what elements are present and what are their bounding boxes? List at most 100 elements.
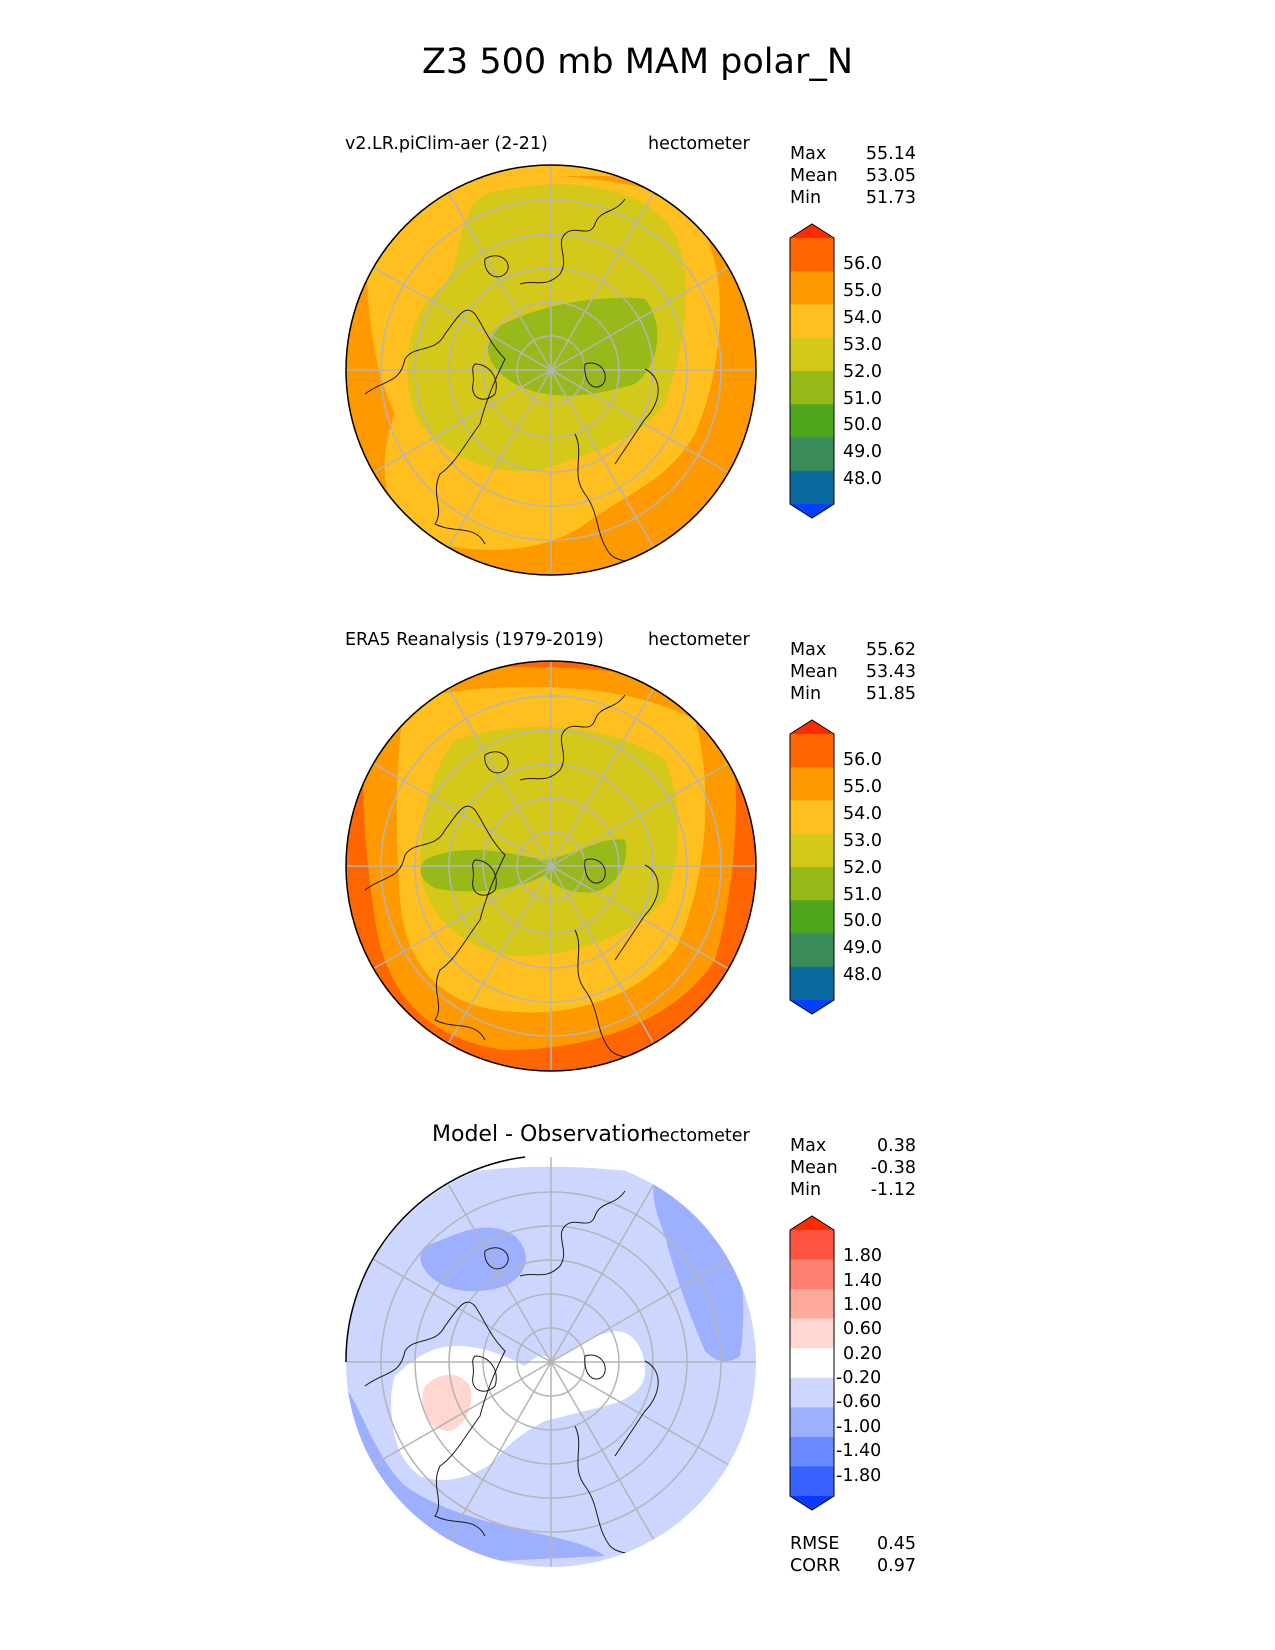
stat-value-min: 51.85 bbox=[865, 684, 916, 704]
panel-ref-units: hectometer bbox=[648, 630, 750, 650]
map-test bbox=[345, 164, 757, 576]
panel-ref-title: ERA5 Reanalysis (1979-2019) bbox=[345, 630, 604, 650]
colorbar-tick-label: -0.20 bbox=[836, 1368, 882, 1388]
panel-diff-units: hectometer bbox=[648, 1126, 750, 1146]
colorbar-tick-label: 54.0 bbox=[843, 804, 882, 824]
stat-value-min: 51.73 bbox=[865, 188, 916, 208]
colorbar-segment bbox=[790, 933, 834, 968]
map-boundary-arc bbox=[345, 1156, 526, 1363]
stat-value-mean: 53.05 bbox=[865, 166, 916, 186]
colorbar-extend-min bbox=[790, 504, 834, 518]
colorbar-tick-label: 0.20 bbox=[843, 1344, 882, 1364]
colorbar-segment bbox=[790, 470, 834, 505]
metric-label-rmse: RMSE bbox=[790, 1534, 840, 1554]
colorbar-tick-label: 53.0 bbox=[843, 335, 882, 355]
colorbar-segment bbox=[790, 371, 834, 405]
colorbar-segment bbox=[790, 867, 834, 901]
metric-label-corr: CORR bbox=[790, 1556, 841, 1576]
colorbar-tick-label: 54.0 bbox=[843, 308, 882, 328]
colorbar-tick-label: -0.60 bbox=[836, 1392, 882, 1412]
colorbar-tick-label: 53.0 bbox=[843, 831, 882, 851]
field-band-neg1.0-neg0.6 bbox=[653, 1176, 744, 1362]
colorbar-segment bbox=[790, 1407, 834, 1438]
figure-title: Z3 500 mb MAM polar_N bbox=[421, 42, 854, 82]
colorbar-tick-label: 1.00 bbox=[843, 1295, 882, 1315]
stat-label-mean: Mean bbox=[790, 1158, 838, 1178]
colorbar-ref bbox=[789, 719, 835, 1015]
colorbar-diff bbox=[789, 1215, 835, 1511]
stat-value-mean: -0.38 bbox=[870, 1158, 916, 1178]
colorbar-segment bbox=[790, 1318, 834, 1349]
colorbar-segment bbox=[790, 800, 834, 835]
colorbar-tick-label: 51.0 bbox=[843, 885, 882, 905]
metric-value-rmse: 0.45 bbox=[877, 1534, 916, 1554]
colorbar-segment bbox=[790, 1289, 834, 1320]
colorbar-outline bbox=[789, 719, 835, 1015]
colorbar-segment bbox=[790, 1348, 834, 1379]
colorbar-test bbox=[789, 223, 835, 519]
stat-label-min: Min bbox=[790, 684, 822, 704]
colorbar-segment bbox=[790, 1230, 834, 1261]
colorbar-segment bbox=[790, 1259, 834, 1290]
colorbar-segment bbox=[790, 1436, 834, 1467]
colorbar-segment bbox=[790, 1377, 834, 1408]
colorbar-tick-label: -1.40 bbox=[836, 1441, 882, 1461]
colorbar-tick-label: -1.80 bbox=[836, 1466, 882, 1486]
stat-label-mean: Mean bbox=[790, 662, 838, 682]
colorbar-tick-label: 50.0 bbox=[843, 911, 882, 931]
colorbar-tick-label: 50.0 bbox=[843, 415, 882, 435]
stat-value-max: 55.14 bbox=[865, 144, 916, 164]
colorbar-tick-label: 52.0 bbox=[843, 362, 882, 382]
colorbar-outline bbox=[789, 223, 835, 519]
colorbar-segment bbox=[790, 966, 834, 1001]
colorbar-segment bbox=[790, 437, 834, 472]
stat-label-max: Max bbox=[790, 640, 827, 660]
stat-value-min: -1.12 bbox=[870, 1180, 916, 1200]
stat-label-min: Min bbox=[790, 188, 822, 208]
colorbar-tick-label: 48.0 bbox=[843, 469, 882, 489]
stat-label-max: Max bbox=[790, 1136, 827, 1156]
colorbar-segment bbox=[790, 404, 834, 438]
map-boundary bbox=[345, 164, 757, 576]
colorbar-tick-label: 52.0 bbox=[843, 858, 882, 878]
panel-diff-title: Model - Observation bbox=[432, 1122, 654, 1147]
colorbar-extend-max bbox=[790, 1216, 834, 1230]
graticule bbox=[346, 1157, 756, 1567]
colorbar-segment bbox=[790, 734, 834, 768]
graticule bbox=[346, 661, 756, 1071]
colorbar-extend-max bbox=[790, 224, 834, 238]
colorbar-segment bbox=[790, 900, 834, 934]
colorbar-tick-label: 1.40 bbox=[843, 1271, 882, 1291]
stat-value-mean: 53.43 bbox=[865, 662, 916, 682]
colorbar-tick-label: -1.00 bbox=[836, 1417, 882, 1437]
map-ref bbox=[345, 660, 757, 1072]
map-diff bbox=[345, 1156, 756, 1567]
panel-test-units: hectometer bbox=[648, 134, 750, 154]
colorbar-extend-max bbox=[790, 720, 834, 734]
map-boundary bbox=[345, 660, 757, 1072]
colorbar-tick-label: 56.0 bbox=[843, 254, 882, 274]
colorbar-segment bbox=[790, 767, 834, 801]
colorbar-segment bbox=[790, 271, 834, 305]
stat-value-max: 0.38 bbox=[877, 1136, 916, 1156]
field-band-neg0.2-0.2 bbox=[390, 1331, 645, 1481]
colorbar-tick-label: 55.0 bbox=[843, 281, 882, 301]
colorbar-extend-min bbox=[790, 1000, 834, 1014]
colorbar-segment bbox=[790, 833, 834, 868]
metric-value-corr: 0.97 bbox=[877, 1556, 916, 1576]
stat-label-mean: Mean bbox=[790, 166, 838, 186]
stat-value-max: 55.62 bbox=[865, 640, 916, 660]
colorbar-tick-label: 48.0 bbox=[843, 965, 882, 985]
field-band-51-52 bbox=[487, 297, 658, 396]
colorbar-tick-label: 0.60 bbox=[843, 1319, 882, 1339]
colorbar-segment bbox=[790, 337, 834, 372]
colorbar-segment bbox=[790, 304, 834, 339]
stat-label-max: Max bbox=[790, 144, 827, 164]
field-band-52-53 bbox=[420, 726, 679, 956]
colorbar-tick-label: 56.0 bbox=[843, 750, 882, 770]
colorbar-tick-label: 49.0 bbox=[843, 938, 882, 958]
colorbar-tick-label: 1.80 bbox=[843, 1246, 882, 1266]
colorbar-segment bbox=[790, 238, 834, 272]
colorbar-tick-label: 49.0 bbox=[843, 442, 882, 462]
coastlines bbox=[364, 1190, 659, 1562]
